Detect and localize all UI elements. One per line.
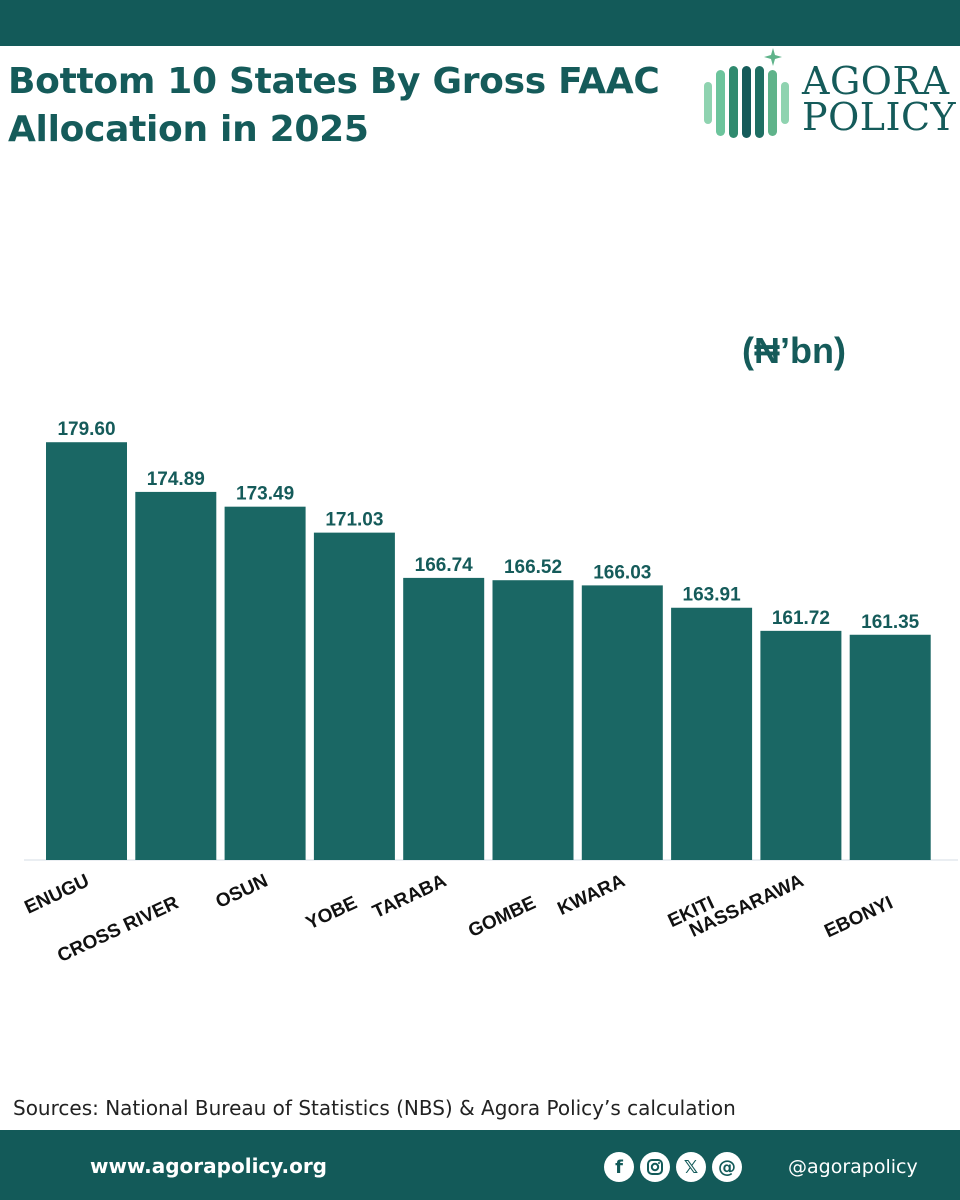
bar-nassarawa bbox=[760, 630, 842, 860]
unit-label: (₦’bn) bbox=[742, 330, 846, 371]
category-label: OSUN bbox=[213, 870, 272, 912]
category-label: YOBE bbox=[303, 892, 361, 934]
category-label: CROSS RIVER bbox=[54, 892, 182, 966]
category-label: EBONYI bbox=[821, 892, 896, 942]
bar-osun bbox=[224, 506, 306, 860]
category-label: TARABA bbox=[370, 870, 451, 922]
data-label: 179.60 bbox=[57, 419, 115, 440]
bar-cross-river bbox=[135, 491, 217, 860]
data-label: 166.52 bbox=[504, 557, 562, 578]
x-icon[interactable]: 𝕏 bbox=[676, 1152, 706, 1182]
data-label: 174.89 bbox=[147, 469, 205, 490]
category-label: GOMBE bbox=[465, 892, 539, 941]
website-link[interactable]: www.agorapolicy.org bbox=[90, 1154, 328, 1178]
bar-enugu bbox=[46, 442, 127, 860]
top-band bbox=[0, 0, 960, 46]
bar-gombe bbox=[492, 580, 574, 860]
social-icons: f 𝕏 @ bbox=[604, 1152, 742, 1182]
logo-word-agora: AGORA bbox=[802, 59, 950, 103]
category-label: KWARA bbox=[554, 870, 628, 919]
chart-title: Bottom 10 States By Gross FAAC Allocatio… bbox=[8, 61, 660, 150]
data-label: 166.03 bbox=[593, 562, 651, 583]
bar-ebonyi bbox=[849, 634, 931, 860]
data-label: 161.72 bbox=[772, 608, 830, 629]
data-label: 161.35 bbox=[861, 612, 920, 633]
facebook-icon[interactable]: f bbox=[604, 1152, 634, 1182]
bar-taraba bbox=[403, 577, 485, 860]
instagram-icon[interactable] bbox=[640, 1152, 670, 1182]
agora-policy-logo: AGORA POLICY bbox=[700, 46, 960, 146]
data-label: 173.49 bbox=[236, 484, 294, 505]
threads-icon[interactable]: @ bbox=[712, 1152, 742, 1182]
bar-ekiti bbox=[671, 607, 753, 860]
bar-chart: 179.60 ENUGU 174.89 CROSS RIVER 173.49 OSUN 17… bbox=[22, 419, 958, 967]
bar-kwara bbox=[581, 585, 663, 860]
data-label: 171.03 bbox=[325, 510, 383, 531]
data-label: 166.74 bbox=[415, 555, 474, 576]
social-handle: @agorapolicy bbox=[788, 1156, 918, 1178]
footer-bar: www.agorapolicy.org f 𝕏 @ @agorapolicy bbox=[0, 1130, 960, 1200]
category-label: ENUGU bbox=[22, 870, 93, 918]
logo-word-policy: POLICY bbox=[802, 95, 957, 139]
bar-yobe bbox=[313, 532, 395, 860]
sources-note: Sources: National Bureau of Statistics (… bbox=[13, 1096, 736, 1120]
logo-mark-icon bbox=[704, 48, 789, 138]
data-label: 163.91 bbox=[683, 585, 742, 606]
